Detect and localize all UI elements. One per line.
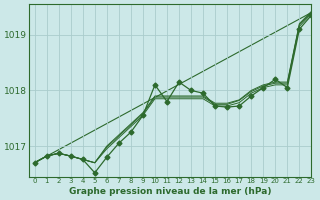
X-axis label: Graphe pression niveau de la mer (hPa): Graphe pression niveau de la mer (hPa) [69, 187, 271, 196]
